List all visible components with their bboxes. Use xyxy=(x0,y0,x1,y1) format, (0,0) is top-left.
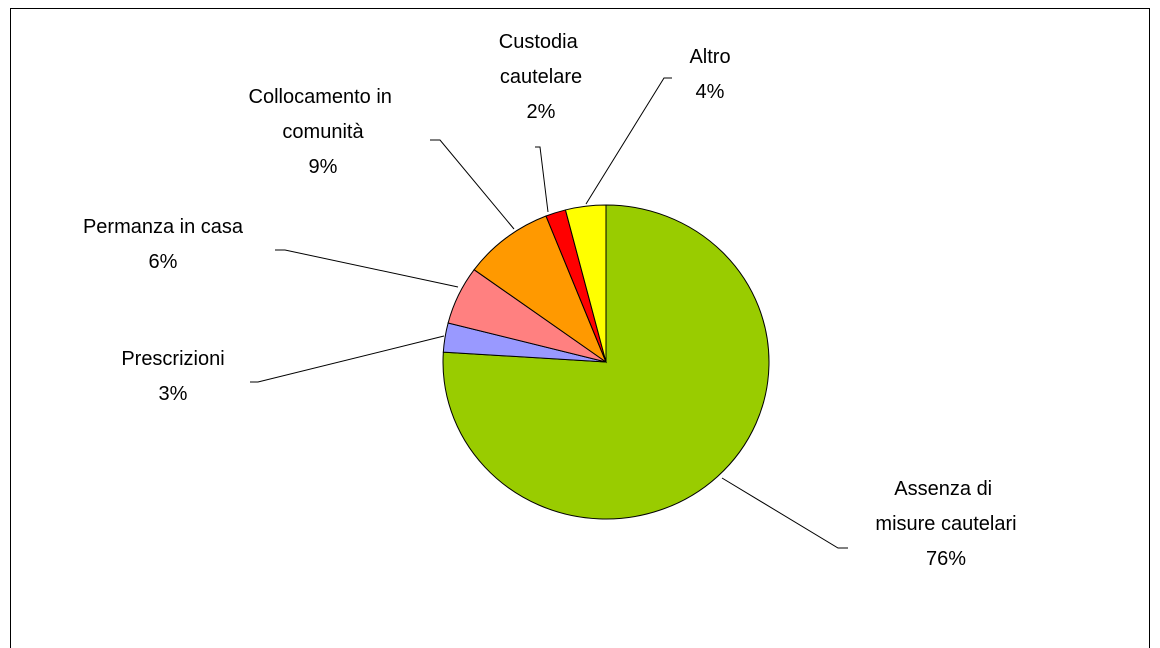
slice-label: Collocamento in comunità xyxy=(249,86,398,143)
label-line: cautelare xyxy=(500,66,582,88)
slice-value-label: 4% xyxy=(696,81,725,103)
slice-label: Prescrizioni xyxy=(121,348,224,370)
label-line: comunità xyxy=(282,121,364,143)
slice-label: Permanza in casa xyxy=(83,216,244,238)
leader-line xyxy=(430,139,515,230)
pie-slice xyxy=(442,204,770,520)
pie-slice xyxy=(564,204,607,363)
label-line: Collocamento in xyxy=(249,86,398,108)
label-line: Altro xyxy=(689,46,730,68)
label-line: misure cautelari xyxy=(875,513,1016,535)
slice-label: Custodia cautelare xyxy=(499,31,584,88)
leader-line xyxy=(585,77,672,205)
slice-label: Assenza di misure cautelari xyxy=(875,478,1016,535)
leader-line xyxy=(250,335,445,383)
slice-value-label: 76% xyxy=(926,548,966,570)
leader-line xyxy=(721,477,848,549)
slice-value-label: 3% xyxy=(159,383,188,405)
label-line: Permanza in casa xyxy=(83,216,244,238)
label-line: Prescrizioni xyxy=(121,348,224,370)
pie-slice xyxy=(473,215,608,364)
label-line: Assenza di xyxy=(894,478,997,500)
slice-value-label: 9% xyxy=(309,156,338,178)
slice-value-label: 2% xyxy=(527,101,556,123)
leader-line xyxy=(275,249,459,288)
label-line: Custodia xyxy=(499,31,584,53)
leader-line xyxy=(535,146,549,213)
slice-value-label: 6% xyxy=(149,251,178,273)
slice-label: Altro xyxy=(689,46,730,68)
